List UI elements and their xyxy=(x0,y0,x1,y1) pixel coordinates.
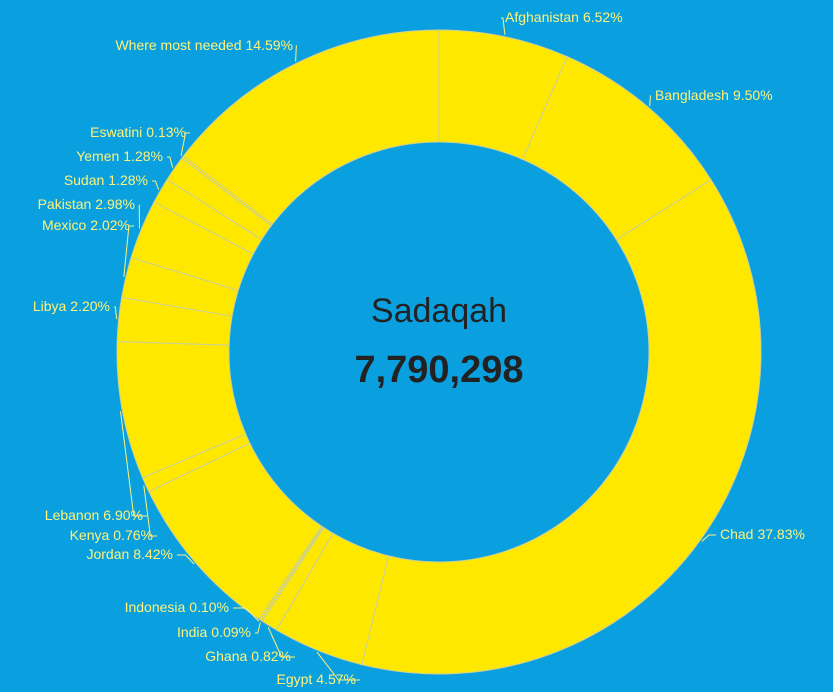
data-label: Kenya 0.76% xyxy=(70,527,153,543)
data-label: Egypt 4.57% xyxy=(276,671,356,687)
category-label: Bangladesh xyxy=(655,87,729,103)
category-label: Indonesia xyxy=(125,599,186,615)
data-label: Chad 37.83% xyxy=(720,526,805,542)
category-label: Jordan xyxy=(86,546,129,562)
data-label: Libya 2.20% xyxy=(33,298,110,314)
value-label: 2.02% xyxy=(90,217,130,233)
category-label: Mexico xyxy=(42,217,87,233)
value-label: 2.98% xyxy=(95,196,135,212)
value-label: 4.57% xyxy=(316,671,356,687)
value-label: 9.50% xyxy=(733,87,773,103)
leader-line xyxy=(501,17,506,35)
data-label: Afghanistan 6.52% xyxy=(505,9,623,25)
category-label: Pakistan xyxy=(38,196,92,212)
data-label: India 0.09% xyxy=(177,624,251,640)
value-label: 1.28% xyxy=(108,172,148,188)
category-label: Kenya xyxy=(70,527,110,543)
leader-line xyxy=(180,132,190,157)
leader-line xyxy=(267,627,295,658)
value-label: 8.42% xyxy=(133,546,173,562)
leader-line xyxy=(233,607,260,622)
category-label: Yemen xyxy=(76,148,119,164)
value-label: 0.76% xyxy=(113,527,153,543)
category-label: India xyxy=(177,624,208,640)
leader-line xyxy=(143,485,157,537)
value-label: 6.52% xyxy=(583,9,623,25)
data-label: Pakistan 2.98% xyxy=(38,196,135,212)
data-label: Indonesia 0.10% xyxy=(125,599,229,615)
value-label: 2.20% xyxy=(70,298,110,314)
data-label: Sudan 1.28% xyxy=(64,172,148,188)
category-label: Libya xyxy=(33,298,67,314)
leader-line xyxy=(123,225,134,277)
leader-line xyxy=(316,651,360,681)
value-label: 1.28% xyxy=(123,148,163,164)
category-label: Lebanon xyxy=(45,507,100,523)
leader-line xyxy=(152,180,160,190)
value-label: 14.59% xyxy=(246,37,293,53)
leader-line xyxy=(255,622,261,634)
data-label: Where most needed 14.59% xyxy=(115,37,293,53)
value-label: 6.90% xyxy=(103,507,143,523)
value-label: 0.82% xyxy=(251,648,291,664)
value-label: 0.09% xyxy=(211,624,251,640)
data-label: Yemen 1.28% xyxy=(76,148,163,164)
data-label: Eswatini 0.13% xyxy=(90,124,186,140)
value-label: 37.83% xyxy=(757,526,804,542)
data-label: Lebanon 6.90% xyxy=(45,507,143,523)
center-title: Sadaqah xyxy=(371,292,507,330)
category-label: Where most needed xyxy=(115,37,241,53)
data-label: Ghana 0.82% xyxy=(205,648,291,664)
value-label: 0.10% xyxy=(189,599,229,615)
category-label: Afghanistan xyxy=(505,9,579,25)
segments xyxy=(116,29,762,675)
data-label: Jordan 8.42% xyxy=(86,546,173,562)
leader-line xyxy=(649,95,651,106)
leader-line xyxy=(114,306,118,320)
leader-line xyxy=(167,156,174,168)
data-label: Bangladesh 9.50% xyxy=(655,87,773,103)
segment xyxy=(182,29,440,225)
category-label: Egypt xyxy=(276,671,312,687)
value-label: 0.13% xyxy=(146,124,186,140)
leader-line xyxy=(177,554,195,565)
segment xyxy=(361,179,762,675)
center-value: 7,790,298 xyxy=(354,349,523,391)
category-label: Eswatini xyxy=(90,124,142,140)
category-label: Ghana xyxy=(205,648,247,664)
category-label: Chad xyxy=(720,526,753,542)
leader-line xyxy=(701,534,716,542)
leader-line xyxy=(295,45,297,62)
leader-line xyxy=(119,411,147,517)
category-label: Sudan xyxy=(64,172,104,188)
data-label: Mexico 2.02% xyxy=(42,217,130,233)
